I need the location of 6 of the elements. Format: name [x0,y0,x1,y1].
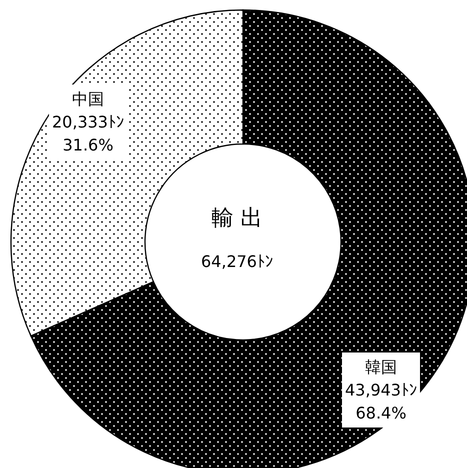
data-label: 20,333ﾄﾝ 31.6% [52,112,124,154]
slice-label: 韓国 [365,358,397,376]
data-label: 43,943ﾄﾝ 68.4% [345,380,417,422]
text: 64,276ﾄﾝ [201,252,273,271]
slice-label: 中国 [72,90,104,108]
text: 輸 出 [212,206,262,231]
